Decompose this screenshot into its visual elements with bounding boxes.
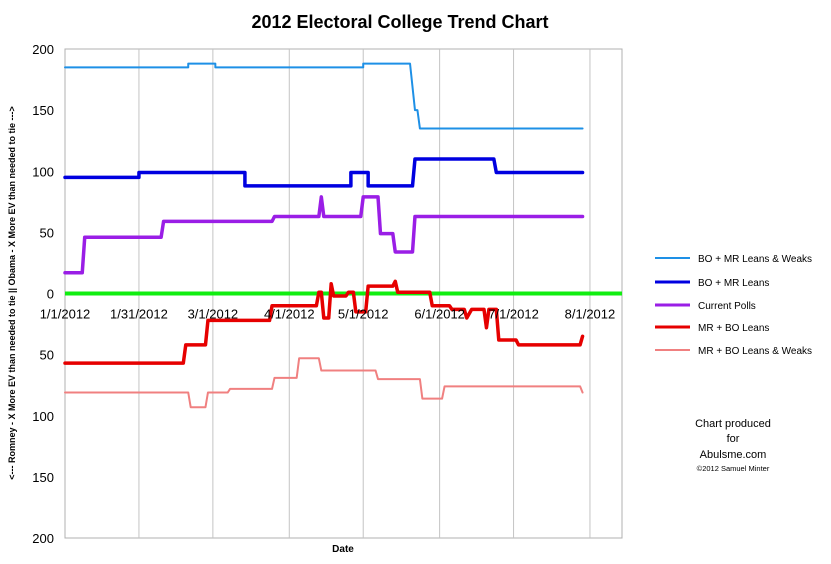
series-line-4	[63, 279, 585, 365]
credit-line-2: for	[727, 433, 740, 445]
x-tick-label-0: 1/1/2012	[40, 307, 91, 322]
x-tick-label-3: 4/1/2012	[264, 307, 315, 322]
y-tick-label-8: 200	[32, 531, 54, 546]
y-tick-label-1: 150	[32, 103, 54, 118]
x-axis-label: Date	[332, 544, 354, 555]
series-line-3	[63, 195, 585, 275]
y-tick-label-5: 50	[40, 348, 54, 363]
x-tick-label-6: 7/1/2012	[488, 307, 539, 322]
y-tick-label-3: 50	[40, 225, 54, 240]
legend-label-3: Current Polls	[698, 301, 756, 312]
x-tick-label-7: 8/1/2012	[565, 307, 616, 322]
legend: BO + MR Leans & Weaks BO + MR Leans Curren…	[655, 254, 812, 357]
y-tick-label-0: 200	[32, 42, 54, 57]
series-line-2	[63, 157, 585, 188]
x-tick-label-1: 1/31/2012	[110, 307, 168, 322]
y-axis-label: <--- Romney - X More EV than needed to t…	[7, 106, 17, 480]
y-tick-label-7: 150	[32, 470, 54, 485]
legend-label-2: BO + MR Leans	[698, 278, 769, 289]
legend-label-4: MR + BO Leans	[698, 323, 769, 334]
credit-line-1: Chart produced	[695, 418, 771, 430]
credit-annotation: Chart produced for Abulsme.com ©2012 Sam…	[695, 418, 771, 473]
legend-label-5: MR + BO Leans & Weaks	[698, 346, 812, 357]
chart-title: 2012 Electoral College Trend Chart	[251, 12, 548, 32]
legend-label-1: BO + MR Leans & Weaks	[698, 254, 812, 265]
y-tick-labels: 200 150 100 50 0 50 100 150 200	[32, 42, 54, 546]
y-tick-label-2: 100	[32, 164, 54, 179]
x-tick-label-2: 3/1/2012	[188, 307, 239, 322]
x-tick-label-4: 5/1/2012	[338, 307, 389, 322]
series-group	[63, 62, 585, 409]
y-tick-label-4: 0	[47, 287, 54, 302]
series-line-1	[64, 62, 584, 130]
y-tick-label-6: 100	[32, 409, 54, 424]
credit-line-3: Abulsme.com	[700, 449, 767, 461]
x-tick-labels: 1/1/2012 1/31/2012 3/1/2012 4/1/2012 5/1/201…	[40, 307, 616, 322]
credit-line-4: ©2012 Samuel Minter	[697, 464, 770, 473]
series-line-5	[64, 357, 584, 409]
x-tick-label-5: 6/1/2012	[414, 307, 465, 322]
